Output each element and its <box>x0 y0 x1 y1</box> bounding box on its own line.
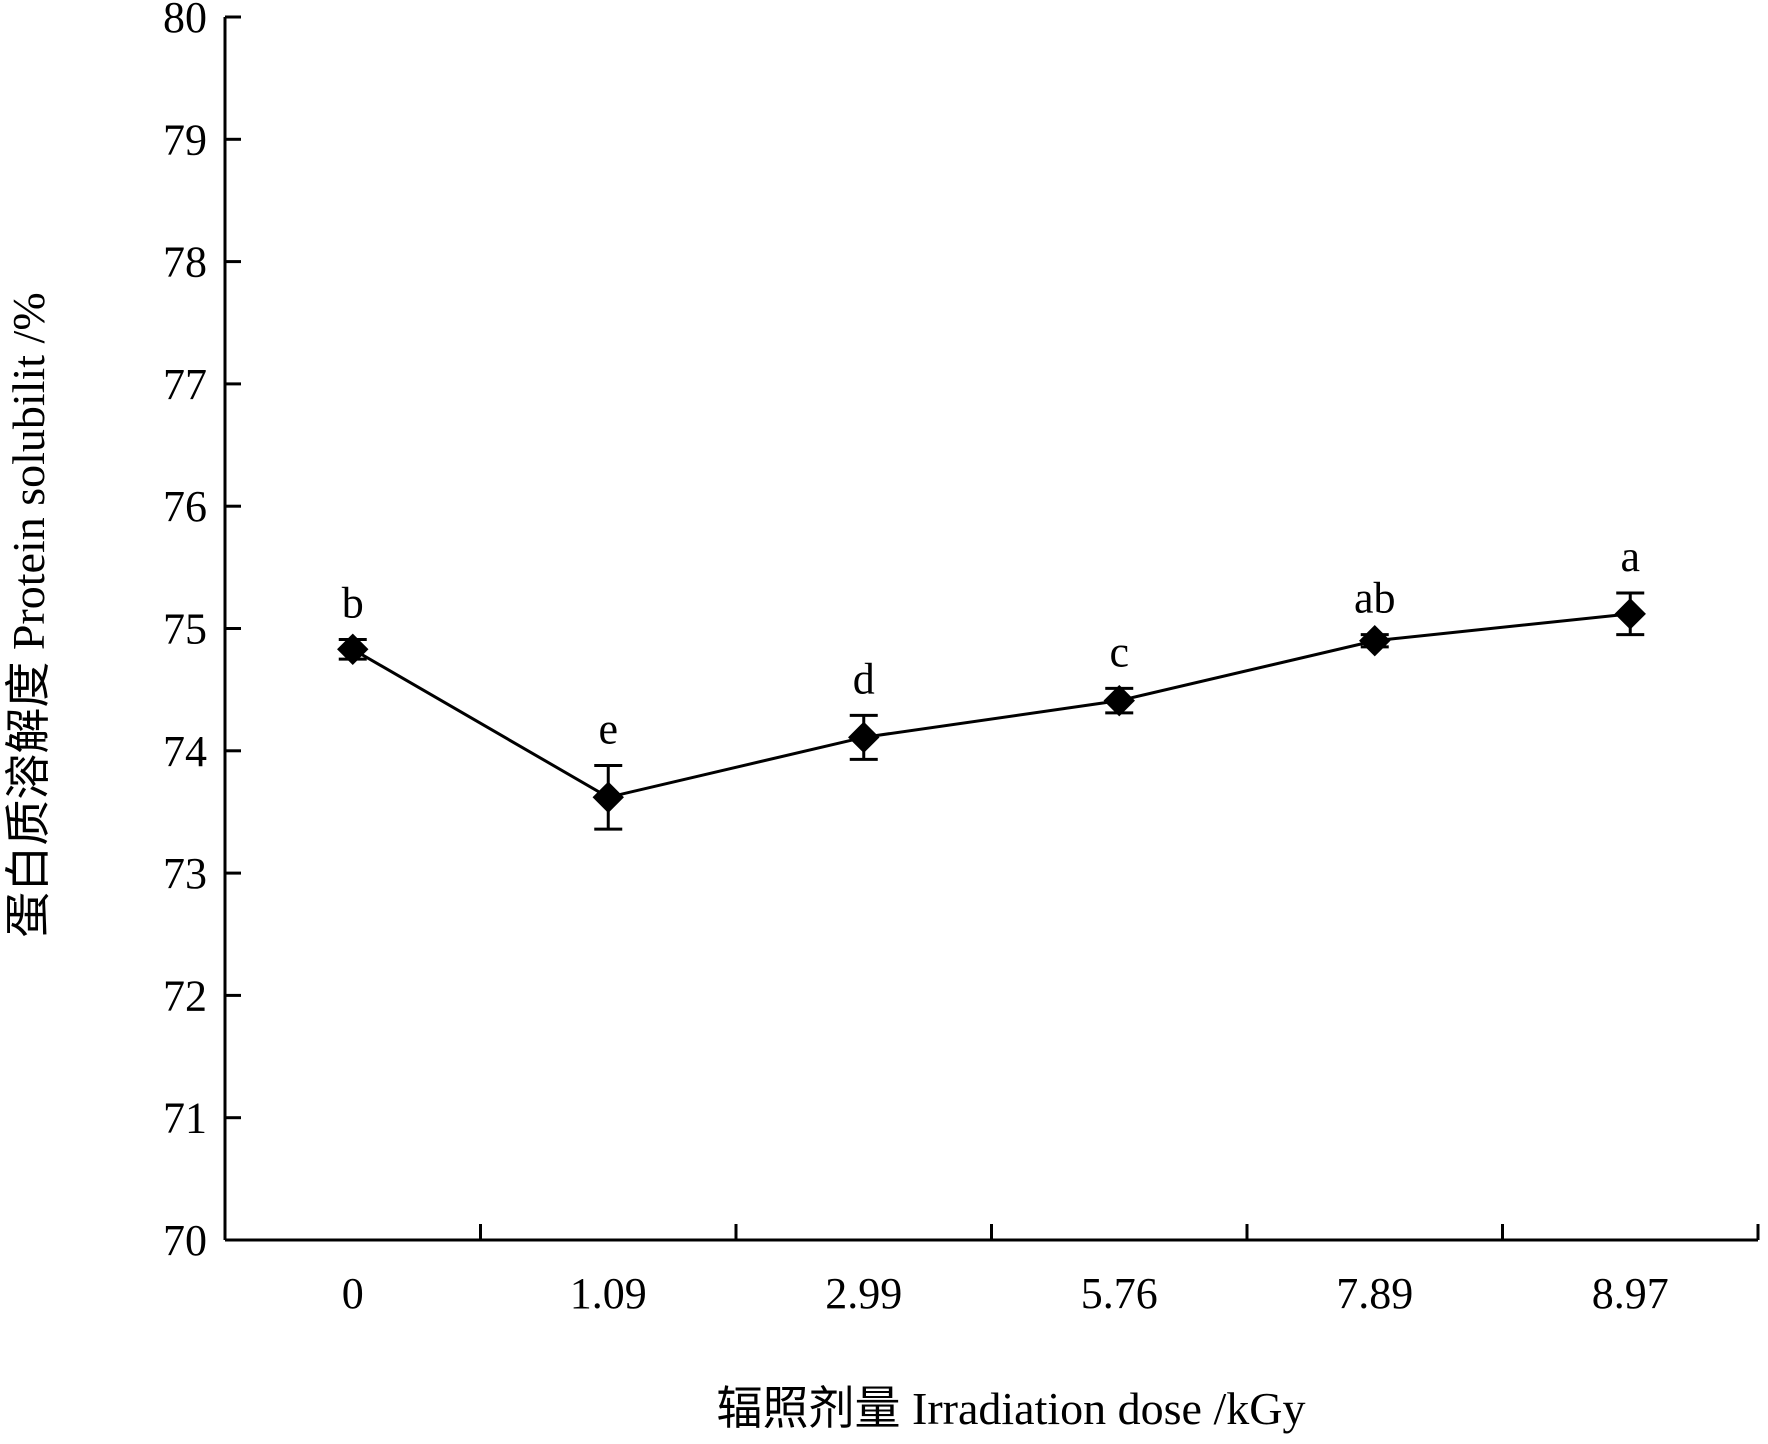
y-tick-label: 71 <box>163 1094 207 1143</box>
data-point-marker <box>848 721 880 754</box>
y-tick-label: 79 <box>163 115 207 164</box>
y-tick-label: 72 <box>163 971 207 1020</box>
data-point-marker <box>337 633 369 665</box>
significance-label: ab <box>1354 574 1396 623</box>
x-tick-label: 7.89 <box>1336 1269 1413 1318</box>
y-tick-label: 73 <box>163 849 207 898</box>
significance-label: d <box>853 654 875 703</box>
data-point-marker <box>592 781 624 813</box>
y-axis-ticks: 70 71 72 73 74 75 76 77 78 79 80 <box>163 0 241 1265</box>
axes <box>223 17 1758 1242</box>
significance-label: c <box>1109 627 1129 676</box>
y-tick-label: 77 <box>163 360 207 409</box>
y-tick-label: 70 <box>163 1216 207 1265</box>
y-tick-label: 75 <box>163 605 207 654</box>
x-tick-label: 2.99 <box>825 1269 902 1318</box>
series-line <box>351 612 1631 799</box>
significance-label: b <box>342 579 364 628</box>
significance-label: e <box>598 704 618 753</box>
x-tick-label: 5.76 <box>1081 1269 1158 1318</box>
y-tick-label: 74 <box>163 727 207 776</box>
data-point-marker <box>1103 684 1135 717</box>
y-tick-label: 78 <box>163 238 207 287</box>
data-point-marker <box>1359 625 1391 657</box>
x-axis-title: 辐照剂量 Irradiation dose /kGy <box>717 1383 1306 1434</box>
data-point-marker <box>1614 598 1646 630</box>
y-tick-label: 80 <box>163 0 207 42</box>
x-tick-label: 8.97 <box>1592 1269 1669 1318</box>
y-axis-title: 蛋白质溶解度 Protein solubilit /% <box>3 292 54 937</box>
x-tick-label: 0 <box>342 1269 364 1318</box>
significance-label: a <box>1620 532 1640 581</box>
x-tick-label: 1.09 <box>570 1269 647 1318</box>
series: b e d c ab a <box>337 532 1646 831</box>
x-axis-ticks: 0 1.09 2.99 5.76 7.89 8.97 <box>342 1224 1760 1318</box>
y-tick-label: 76 <box>163 482 207 531</box>
